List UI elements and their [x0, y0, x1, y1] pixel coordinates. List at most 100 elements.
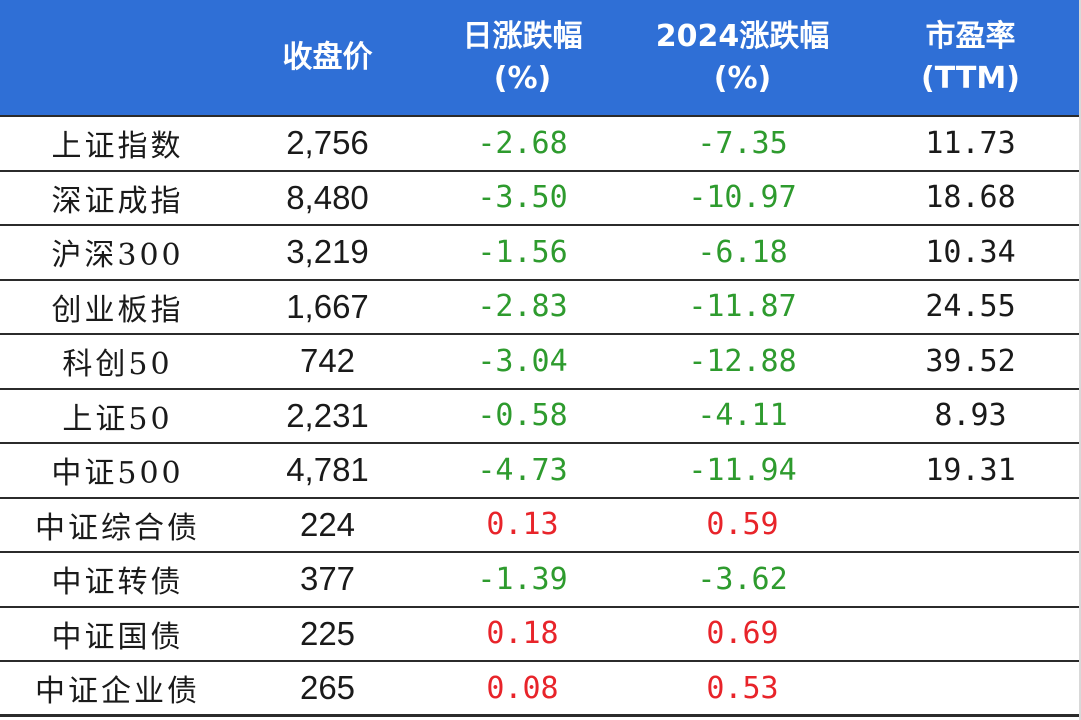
cell-daily-change: -3.50 [477, 180, 568, 215]
table-row: 中证500 4,781 -4.73 -11.94 19.31 [0, 442, 1081, 496]
row-divider [0, 278, 235, 281]
table-row: 上证指数 2,756 -2.68 -7.35 11.73 [0, 115, 1081, 169]
cell-pe: 10.34 [925, 234, 1016, 270]
table-row: 上证50 2,231 -0.58 -4.11 8.93 [0, 387, 1081, 442]
cell-close: 4,781 [286, 451, 369, 488]
cell-pe [860, 608, 1081, 660]
row-divider [420, 551, 1081, 553]
cell-daily-change: -0.58 [477, 398, 568, 433]
cell-index-name: 上证指数 [51, 129, 184, 164]
cell-close: 224 [299, 505, 356, 543]
cell-pe: 39.52 [925, 343, 1016, 379]
cell-pe: 24.55 [925, 289, 1016, 324]
cell-index-name: 科创50 [62, 347, 173, 382]
table-row: 沪深300 3,219 -1.56 -6.18 10.34 [0, 224, 1081, 278]
right-edge-border [1079, 0, 1081, 720]
cell-index-name: 深证成指 [51, 183, 184, 219]
row-divider [0, 169, 235, 172]
cell-ytd-change: 0.59 [706, 507, 779, 542]
cell-index-name: 中证转债 [51, 565, 184, 600]
cell-pe: 18.68 [925, 180, 1016, 215]
table-row: 中证综合债 224 0.13 0.59 [0, 496, 1081, 551]
cell-close: 2,231 [286, 396, 369, 434]
row-divider [235, 169, 420, 172]
row-divider [235, 333, 420, 335]
cell-daily-change: 0.18 [486, 616, 559, 651]
row-divider [420, 333, 1081, 335]
row-divider [235, 551, 420, 553]
cell-close: 265 [299, 669, 356, 706]
row-divider [0, 224, 235, 226]
row-divider [0, 387, 235, 390]
header-pe-line1: 市盈率 [925, 18, 1016, 54]
table-header: 收盘价 日涨跌幅 (%) 2024涨跌幅 (%) 市盈率 (TTM) [0, 0, 1081, 115]
row-divider [420, 115, 1081, 117]
row-divider [0, 660, 235, 662]
row-divider [235, 278, 420, 281]
row-divider [0, 496, 235, 499]
row-divider [0, 442, 235, 444]
row-divider [235, 660, 420, 662]
table-row: 科创50 742 -3.04 -12.88 39.52 [0, 333, 1081, 387]
row-divider [235, 496, 420, 499]
row-divider [0, 333, 235, 335]
cell-index-name: 中证国债 [51, 619, 184, 655]
header-ytd-line1: 2024涨跌幅 [655, 18, 830, 54]
cell-close: 225 [299, 614, 356, 652]
row-divider [420, 224, 1081, 226]
row-divider [420, 660, 1081, 662]
cell-ytd-change: 0.53 [706, 670, 779, 706]
cell-index-name: 上证50 [62, 401, 173, 437]
cell-pe: 19.31 [925, 452, 1016, 488]
cell-ytd-change: -4.11 [697, 398, 788, 433]
table-bottom-border [0, 714, 1081, 717]
row-divider [420, 605, 1081, 608]
cell-index-name: 中证企业债 [35, 674, 200, 709]
table-row: 中证企业债 265 0.08 0.53 [0, 660, 1081, 714]
cell-daily-change: -1.56 [477, 234, 568, 270]
header-close-label: 收盘价 [282, 39, 373, 75]
cell-ytd-change: -12.88 [688, 343, 797, 379]
cell-ytd-change: 0.69 [706, 616, 779, 651]
table-row: 中证国债 225 0.18 0.69 [0, 605, 1081, 660]
header-daily-line2: (%) [493, 60, 552, 96]
header-name [0, 0, 235, 115]
cell-daily-change: -2.68 [477, 125, 568, 161]
cell-daily-change: -4.73 [477, 452, 568, 488]
header-ytd-line2: (%) [713, 60, 772, 96]
cell-daily-change: -2.83 [477, 289, 568, 324]
table-row: 中证转债 377 -1.39 -3.62 [0, 551, 1081, 605]
cell-close: 3,219 [286, 233, 369, 270]
row-divider [0, 605, 235, 608]
header-pe: 市盈率 (TTM) [860, 0, 1081, 115]
cell-ytd-change: -6.18 [697, 234, 788, 270]
header-pe-line2: (TTM) [921, 60, 1020, 96]
cell-daily-change: 0.08 [486, 670, 559, 706]
cell-ytd-change: -11.94 [688, 452, 797, 488]
cell-index-name: 沪深300 [51, 238, 184, 273]
row-divider [235, 442, 420, 444]
cell-ytd-change: -7.35 [697, 125, 788, 161]
cell-ytd-change: -11.87 [688, 289, 797, 324]
cell-pe [860, 499, 1081, 551]
header-daily-line1: 日涨跌幅 [462, 18, 583, 54]
cell-index-name: 中证500 [51, 456, 184, 491]
table-row: 深证成指 8,480 -3.50 -10.97 18.68 [0, 169, 1081, 224]
cell-daily-change: -3.04 [477, 343, 568, 379]
cell-close: 2,756 [286, 124, 369, 161]
row-divider [235, 115, 420, 117]
cell-close: 8,480 [286, 178, 369, 216]
cell-daily-change: 0.13 [486, 507, 559, 542]
row-divider [420, 169, 1081, 172]
cell-index-name: 创业板指 [51, 292, 184, 328]
cell-pe [860, 553, 1081, 605]
row-divider [0, 551, 235, 553]
row-divider [0, 115, 235, 117]
cell-close: 742 [299, 342, 356, 379]
row-divider [235, 387, 420, 390]
cell-ytd-change: -10.97 [688, 180, 797, 215]
row-divider [235, 224, 420, 226]
header-daily-change: 日涨跌幅 (%) [420, 0, 625, 115]
cell-pe: 11.73 [925, 125, 1016, 161]
